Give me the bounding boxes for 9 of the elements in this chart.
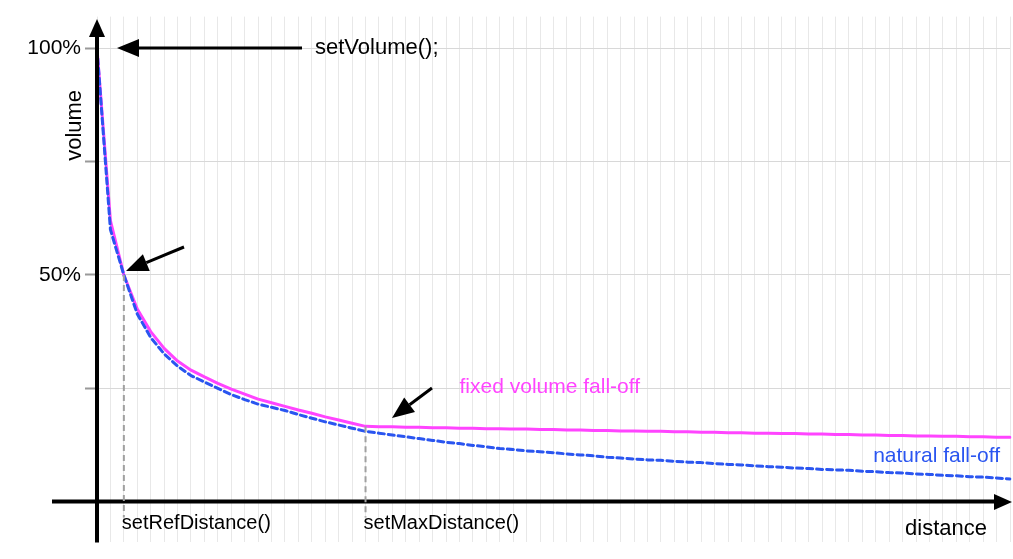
- series-label: natural fall-off: [873, 443, 1001, 467]
- y-axis-title: volume: [61, 89, 87, 161]
- y-tick-label: 100%: [27, 35, 81, 59]
- x-axis-title: distance: [905, 515, 987, 541]
- y-tick-label: 50%: [38, 261, 81, 285]
- series-label: fixed volume fall-off: [459, 374, 641, 398]
- annotation: setMaxDistance(): [363, 511, 520, 534]
- annotation: setVolume();: [315, 34, 439, 60]
- annotation: setRefDistance(): [121, 511, 271, 534]
